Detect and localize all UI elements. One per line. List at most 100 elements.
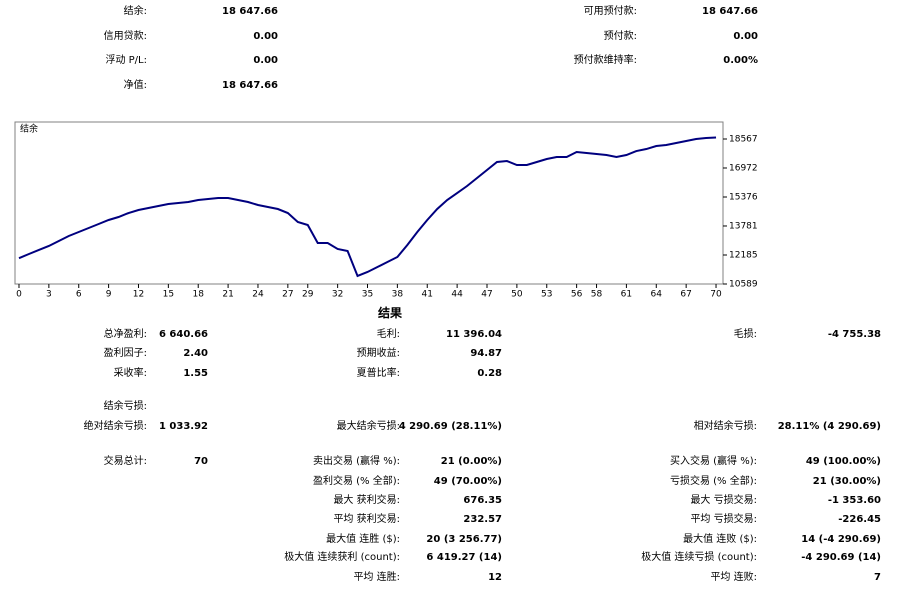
result-value: 49 (70.00%) (433, 476, 502, 487)
y-tick-label: 15376 (729, 192, 758, 202)
y-tick-label: 18567 (729, 134, 758, 144)
result-value: 0.28 (477, 368, 502, 379)
summary-label: 净值: (123, 80, 147, 91)
result-value: 70 (194, 456, 208, 467)
summary-value: 18 647.66 (702, 6, 758, 17)
result-value: 2.40 (183, 348, 208, 359)
y-tick-label: 16972 (729, 163, 758, 173)
y-tick-label: 10589 (729, 280, 758, 290)
result-label: 预期收益: (356, 348, 400, 359)
x-tick-label: 53 (541, 290, 552, 300)
summary-label: 信用贷款: (103, 31, 147, 42)
summary-value: 18 647.66 (222, 6, 278, 17)
x-tick-label: 27 (282, 290, 293, 300)
result-value: 6 419.27 (14) (426, 552, 502, 563)
result-label: 采收率: (113, 368, 147, 379)
result-value: 49 (100.00%) (805, 456, 881, 467)
x-tick-label: 56 (571, 290, 583, 300)
result-label: 结余亏损: (103, 401, 147, 412)
y-tick-label: 13781 (729, 221, 758, 231)
summary-label: 预付款维持率: (573, 55, 637, 66)
results-title: 结果 (378, 306, 403, 320)
result-value: 1.55 (183, 368, 208, 379)
result-label: 平均 亏损交易: (690, 514, 757, 525)
result-value: 94.87 (470, 348, 502, 359)
result-label: 绝对结余亏损: (83, 421, 147, 432)
result-label: 最大 获利交易: (333, 495, 400, 506)
result-label: 夏普比率: (356, 368, 400, 379)
result-value: -226.45 (838, 514, 881, 525)
result-label: 平均 连胜: (353, 572, 400, 583)
result-label: 最大值 连败 ($): (683, 534, 757, 545)
x-tick-label: 18 (192, 290, 204, 300)
summary-value: 18 647.66 (222, 80, 278, 91)
result-value: 28.11% (4 290.69) (777, 421, 881, 432)
result-label: 相对结余亏损: (693, 421, 757, 432)
result-label: 极大值 连续亏损 (count): (641, 552, 757, 563)
summary-value: 0.00 (733, 31, 758, 42)
result-value: 1 033.92 (158, 421, 208, 432)
summary-value: 0.00 (253, 31, 278, 42)
result-label: 盈利交易 (% 全部): (312, 476, 400, 487)
x-tick-label: 9 (106, 290, 112, 300)
x-tick-label: 50 (511, 290, 523, 300)
result-value: -4 290.69 (14) (801, 552, 881, 563)
result-label: 亏损交易 (% 全部): (669, 476, 757, 487)
x-tick-label: 41 (422, 290, 433, 300)
summary-value: 0.00% (723, 55, 758, 66)
result-label: 总净盈利: (103, 329, 147, 340)
x-tick-label: 44 (451, 290, 463, 300)
result-label: 最大结余亏损: (336, 421, 400, 432)
x-tick-label: 29 (302, 290, 314, 300)
result-label: 平均 连败: (710, 572, 757, 583)
x-tick-label: 61 (621, 290, 632, 300)
x-tick-label: 3 (46, 290, 52, 300)
result-label: 平均 获利交易: (333, 514, 400, 525)
x-tick-label: 38 (392, 290, 404, 300)
x-tick-label: 47 (481, 290, 492, 300)
result-value: 7 (874, 572, 881, 583)
result-label: 极大值 连续获利 (count): (284, 552, 400, 563)
result-label: 卖出交易 (赢得 %): (312, 456, 400, 467)
x-tick-label: 35 (362, 290, 373, 300)
result-label: 毛损: (733, 329, 757, 340)
result-label: 买入交易 (赢得 %): (669, 456, 757, 467)
result-label: 毛利: (376, 329, 400, 340)
y-tick-label: 12185 (729, 250, 758, 260)
chart-label: 结余 (20, 123, 38, 135)
result-value: 21 (30.00%) (812, 476, 881, 487)
result-value: 6 640.66 (158, 329, 208, 340)
x-tick-label: 67 (680, 290, 691, 300)
x-tick-label: 0 (16, 290, 22, 300)
x-tick-label: 32 (332, 290, 343, 300)
summary-label: 预付款: (603, 31, 637, 42)
result-value: 21 (0.00%) (440, 456, 502, 467)
result-value: 14 (-4 290.69) (801, 534, 881, 545)
balance-line (18, 136, 717, 278)
result-value: -4 755.38 (827, 329, 881, 340)
x-tick-label: 6 (76, 290, 82, 300)
result-value: 676.35 (463, 495, 502, 506)
x-tick-label: 21 (222, 290, 233, 300)
result-value: 11 396.04 (446, 329, 502, 340)
result-label: 盈利因子: (103, 348, 147, 359)
x-tick-label: 12 (133, 290, 144, 300)
result-value: 20 (3 256.77) (426, 534, 502, 545)
result-value: 12 (488, 572, 502, 583)
x-tick-label: 24 (252, 290, 264, 300)
result-label: 交易总计: (103, 456, 147, 467)
plot-frame (14, 121, 724, 285)
x-tick-label: 58 (591, 290, 603, 300)
summary-label: 可用预付款: (583, 6, 637, 17)
x-tick-label: 15 (163, 290, 174, 300)
summary-label: 结余: (123, 6, 147, 17)
summary-value: 0.00 (253, 55, 278, 66)
result-value: 232.57 (463, 514, 502, 525)
result-label: 最大 亏损交易: (690, 495, 757, 506)
result-value: 4 290.69 (28.11%) (398, 421, 502, 432)
x-tick-label: 70 (710, 290, 722, 300)
summary-label: 浮动 P/L: (105, 55, 147, 66)
x-tick-label: 64 (651, 290, 663, 300)
